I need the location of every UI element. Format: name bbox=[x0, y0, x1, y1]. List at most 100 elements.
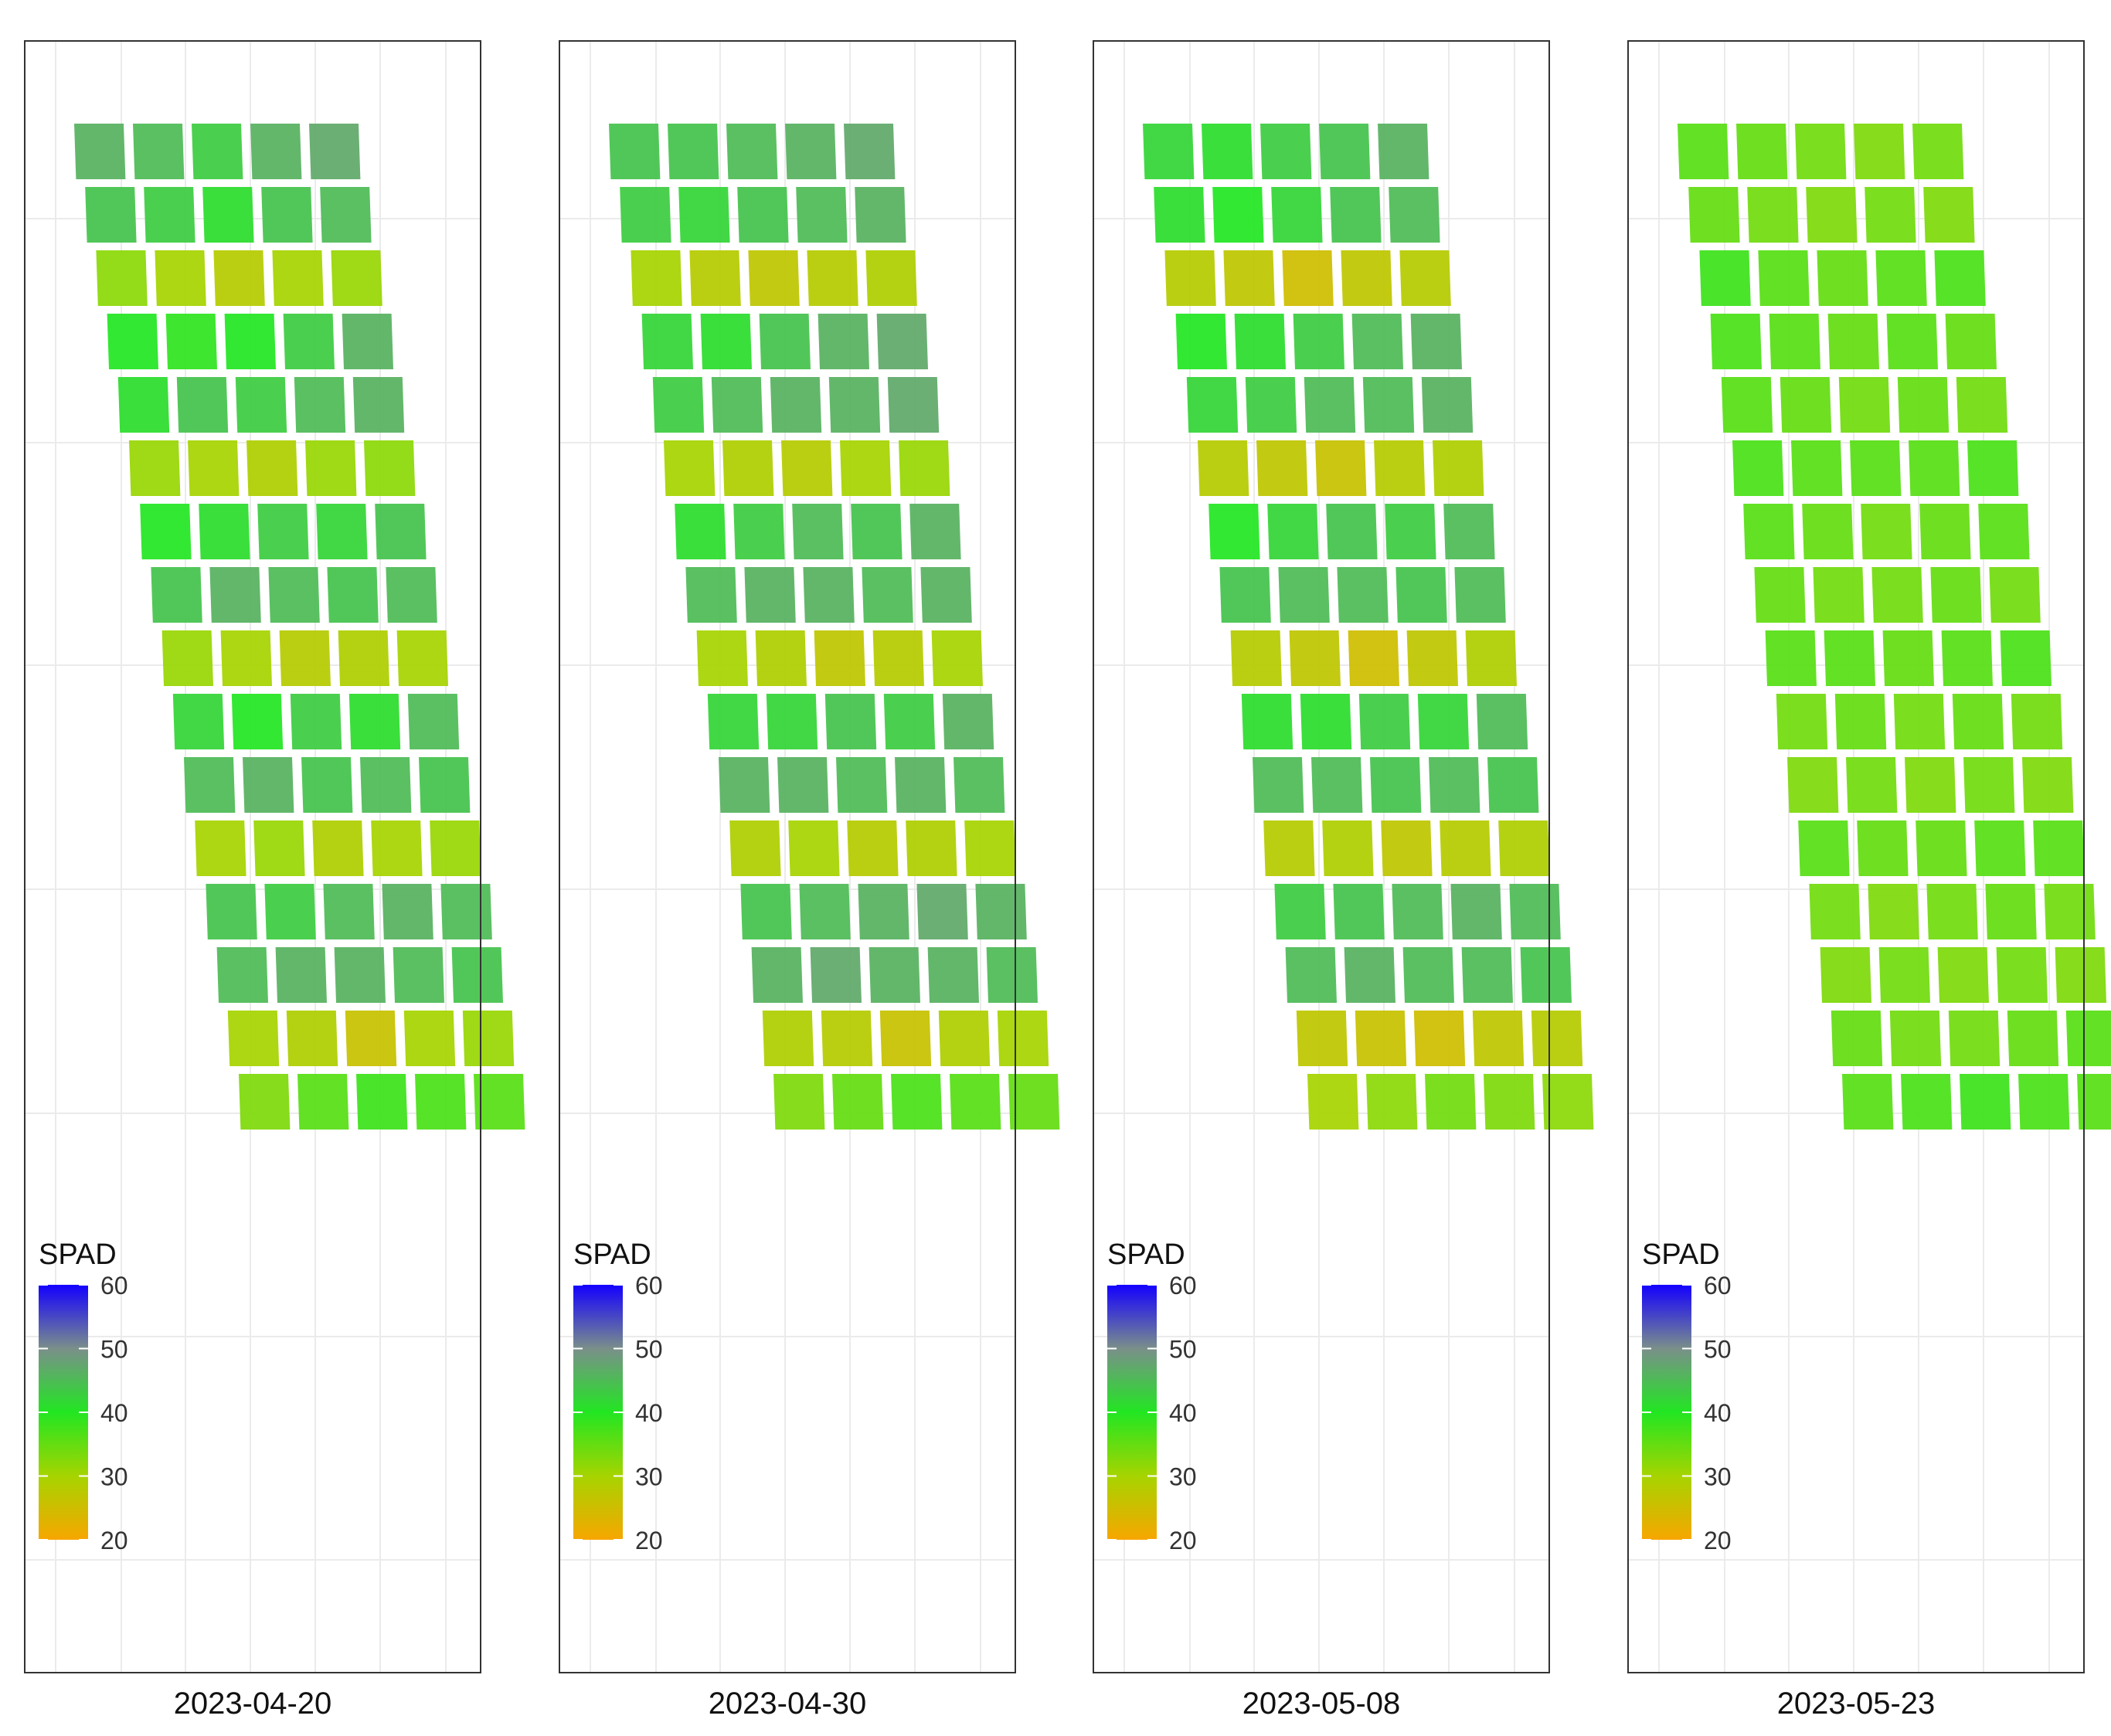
plot-block bbox=[726, 124, 778, 179]
plot-block bbox=[231, 694, 284, 749]
plot-block bbox=[1721, 377, 1773, 433]
plot-block bbox=[855, 187, 906, 243]
plot-block bbox=[1989, 567, 2041, 623]
legend-tick-label: 60 bbox=[1704, 1272, 1732, 1299]
plot-block bbox=[1905, 757, 1956, 813]
plot-block bbox=[172, 694, 225, 749]
plot-block bbox=[1846, 757, 1898, 813]
plot-block bbox=[1300, 694, 1352, 749]
plot-block bbox=[227, 1011, 280, 1066]
plot-block bbox=[1326, 504, 1378, 559]
plot-block bbox=[1399, 250, 1451, 306]
plot-block bbox=[1542, 1074, 1594, 1130]
plot-block bbox=[1798, 820, 1850, 876]
legend-title: SPAD bbox=[1642, 1238, 1720, 1271]
legend-tick-label: 60 bbox=[100, 1272, 128, 1299]
plot-block bbox=[1289, 630, 1341, 686]
plot-block bbox=[1710, 314, 1762, 369]
plot-block bbox=[1389, 187, 1440, 243]
plot-block bbox=[1008, 1074, 1060, 1130]
plot-block bbox=[1827, 314, 1879, 369]
legend-tick-label: 30 bbox=[1169, 1463, 1197, 1491]
plot-block bbox=[382, 884, 433, 939]
plot-block bbox=[1838, 377, 1891, 433]
plot-block bbox=[641, 314, 693, 369]
plot-block bbox=[675, 504, 726, 559]
plot-block bbox=[161, 630, 213, 686]
panel-date-label: 2023-05-23 bbox=[1777, 1687, 1936, 1721]
plot-block bbox=[1267, 504, 1319, 559]
plot-block bbox=[192, 124, 243, 179]
plot-block bbox=[1296, 1011, 1348, 1066]
plot-block bbox=[869, 947, 920, 1003]
plot-block bbox=[1688, 187, 1740, 243]
plot-block bbox=[1776, 694, 1828, 749]
plot-block bbox=[1293, 314, 1344, 369]
panel-border bbox=[1627, 40, 2085, 1673]
plot-block bbox=[360, 757, 412, 813]
plot-block bbox=[1937, 947, 1989, 1003]
plot-block bbox=[620, 187, 671, 243]
plot-block bbox=[1208, 504, 1260, 559]
plot-block bbox=[954, 757, 1005, 813]
legend-tick-label: 30 bbox=[635, 1463, 663, 1491]
plot-block bbox=[407, 694, 460, 749]
plot-block bbox=[1223, 250, 1275, 306]
plot-block bbox=[1143, 124, 1195, 179]
plot-block bbox=[1850, 440, 1902, 496]
plot-block bbox=[352, 377, 405, 433]
plot-block bbox=[1429, 757, 1480, 813]
plot-block bbox=[792, 504, 844, 559]
plot-block bbox=[1854, 124, 1905, 179]
plot-block bbox=[1219, 567, 1271, 623]
plot-block bbox=[664, 440, 716, 496]
plot-block bbox=[844, 124, 896, 179]
plot-block bbox=[1871, 567, 1923, 623]
plot-block bbox=[261, 187, 313, 243]
plot-block bbox=[1732, 440, 1784, 496]
plot-block bbox=[1948, 1011, 2001, 1066]
plot-block bbox=[1956, 377, 2008, 433]
plot-block bbox=[1322, 820, 1374, 876]
plot-block bbox=[1421, 377, 1474, 433]
plot-block bbox=[327, 567, 379, 623]
plot-block bbox=[2033, 820, 2085, 876]
plot-block bbox=[323, 884, 375, 939]
plot-block bbox=[931, 630, 983, 686]
plot-block bbox=[895, 757, 947, 813]
plot-block bbox=[796, 187, 848, 243]
plot-block bbox=[872, 630, 924, 686]
plot-block bbox=[851, 504, 903, 559]
plot-block bbox=[184, 757, 236, 813]
plot-block bbox=[975, 884, 1027, 939]
plot-block bbox=[1889, 1011, 1942, 1066]
plot-block bbox=[1271, 187, 1323, 243]
legend-tick-label: 50 bbox=[635, 1336, 663, 1364]
plot-block bbox=[235, 377, 287, 433]
plot-block bbox=[1824, 630, 1875, 686]
plot-block bbox=[1282, 250, 1334, 306]
plot-block bbox=[1465, 630, 1517, 686]
plot-block bbox=[213, 250, 265, 306]
plot-block bbox=[1333, 884, 1385, 939]
plot-block bbox=[1960, 1074, 2011, 1130]
plot-block bbox=[1304, 377, 1356, 433]
plot-block bbox=[1498, 820, 1550, 876]
plot-block bbox=[748, 250, 800, 306]
plot-block bbox=[1241, 694, 1293, 749]
plot-block bbox=[1344, 947, 1395, 1003]
legend-title: SPAD bbox=[1107, 1238, 1185, 1271]
plot-block bbox=[348, 694, 401, 749]
plot-block bbox=[814, 630, 865, 686]
plot-block bbox=[74, 124, 126, 179]
plot-block bbox=[1941, 630, 1993, 686]
plot-block bbox=[272, 250, 324, 306]
plot-block bbox=[631, 250, 682, 306]
plot-block bbox=[331, 250, 382, 306]
plot-block bbox=[264, 884, 316, 939]
plot-block bbox=[942, 694, 994, 749]
